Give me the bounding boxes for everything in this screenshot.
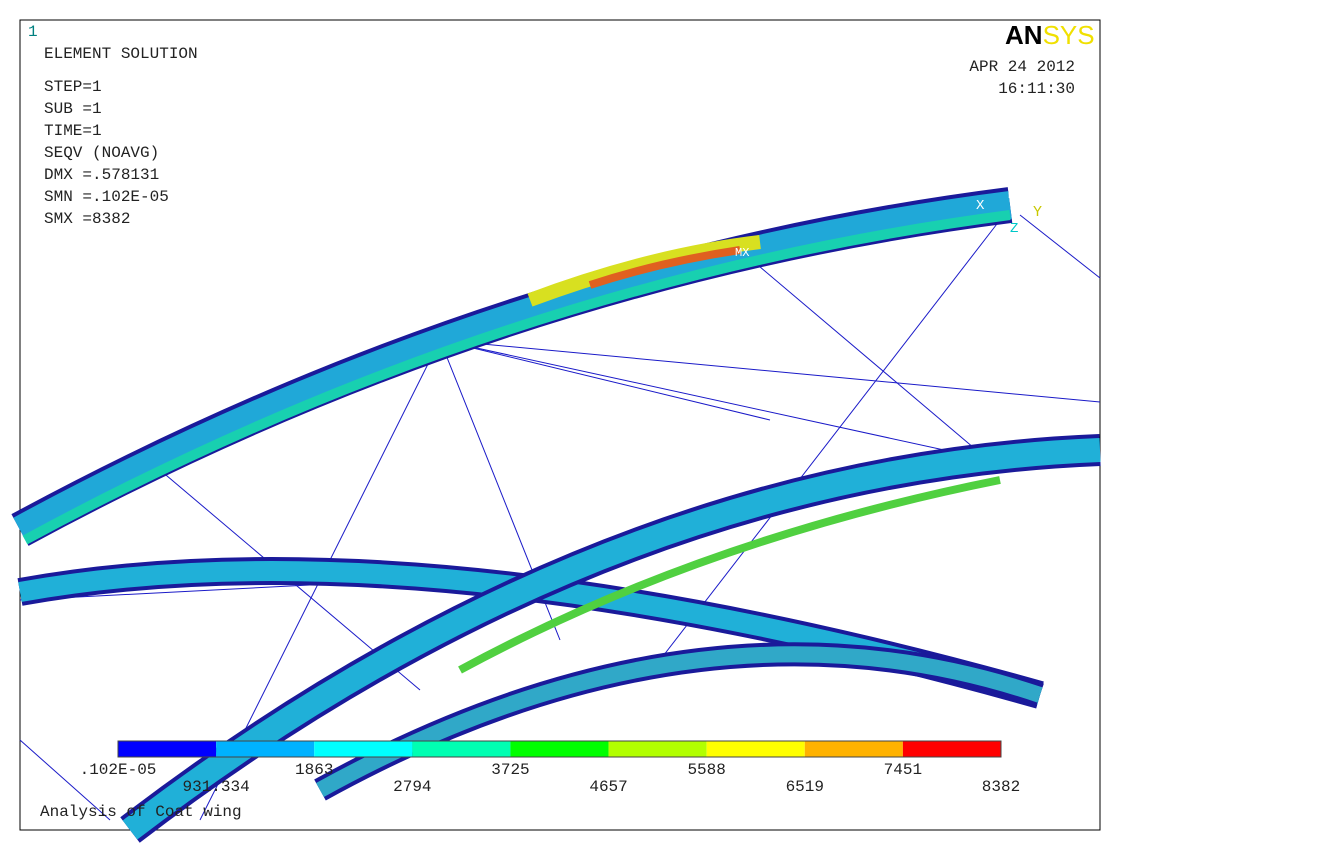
- header-line: SUB =1: [44, 100, 102, 118]
- legend-label: 4657: [589, 778, 627, 796]
- brand-sys: SYS: [1043, 20, 1095, 50]
- legend-swatch: [902, 741, 1001, 757]
- legend-swatch: [412, 741, 511, 757]
- footer: Analysis of Coat wing: [40, 803, 242, 821]
- legend-label: 1863: [295, 761, 333, 779]
- window-number: 1: [28, 23, 38, 41]
- y-axis-label: Y: [1033, 204, 1042, 221]
- viewport: [19, 19, 1101, 831]
- brand: ANSYS: [1005, 20, 1095, 50]
- date: APR 24 2012: [969, 58, 1075, 76]
- legend-swatch: [608, 741, 707, 757]
- legend-label: .102E-05: [80, 761, 157, 779]
- legend-swatch: [804, 741, 903, 757]
- header-line: TIME=1: [44, 122, 102, 140]
- legend-label: 6519: [786, 778, 824, 796]
- legend-swatch: [216, 741, 315, 757]
- max-label: MX: [735, 246, 749, 260]
- min-label: MN: [1008, 188, 1022, 202]
- header-line: DMX =.578131: [44, 166, 159, 184]
- legend-frame: [117, 740, 1002, 758]
- x-axis-label: X: [976, 198, 985, 214]
- header-line: SEQV (NOAVG): [44, 144, 159, 162]
- legend-label: 931.334: [183, 778, 250, 796]
- z-axis-label: Z: [1010, 221, 1018, 237]
- header-line: SMN =.102E-05: [44, 188, 169, 206]
- legend-swatch: [314, 741, 413, 757]
- legend-swatch: [510, 741, 609, 757]
- header-title: ELEMENT SOLUTION: [44, 45, 198, 63]
- brand-an: AN: [1005, 20, 1043, 50]
- legend-label: 8382: [982, 778, 1020, 796]
- legend-label: 7451: [884, 761, 922, 779]
- legend-label: 3725: [491, 761, 529, 779]
- legend-label: 2794: [393, 778, 431, 796]
- legend-swatch: [118, 741, 217, 757]
- legend-swatch: [706, 741, 805, 757]
- legend: .102E-05 931.334 1863 2794 3725 4657 5588 6519 7…: [80, 740, 1020, 796]
- time: 16:11:30: [998, 80, 1075, 98]
- legend-label: 5588: [687, 761, 725, 779]
- header-lines: STEP=1 SUB =1 TIME=1 SEQV (NOAVG) DMX =.5781…: [44, 78, 169, 228]
- header-line: STEP=1: [44, 78, 102, 96]
- header-line: SMX =8382: [44, 210, 130, 228]
- tubes: [11, 187, 1101, 843]
